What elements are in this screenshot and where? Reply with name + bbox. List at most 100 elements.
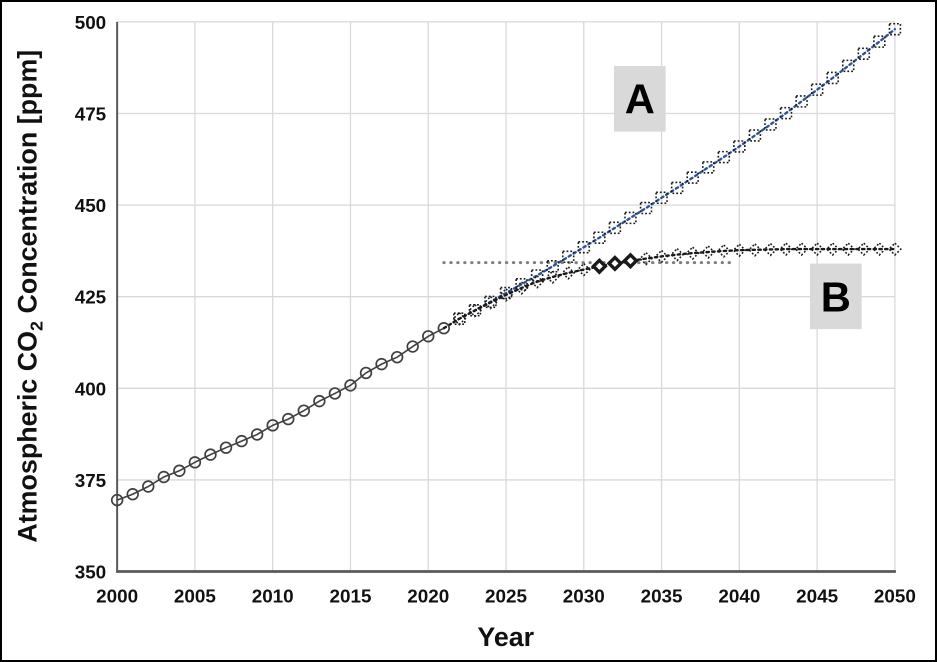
scenario-a-square-marker (888, 22, 902, 36)
scenario-b-diamond-marker (872, 242, 887, 257)
historical-circle-marker (157, 470, 171, 484)
scenario-b-diamond-marker (670, 247, 685, 262)
scenario-b-diamond-marker (685, 246, 700, 261)
scenario-a-square-marker (873, 35, 886, 48)
annotations: AB (613, 66, 862, 330)
historical-line (116, 327, 445, 501)
scenario-b-bold-diamond-marker (606, 255, 624, 272)
y-axis-title-post: Concentration [ppm] (13, 50, 43, 321)
y-tick-label: 375 (75, 471, 107, 492)
scenario-a-square-marker (655, 191, 668, 205)
historical-circle-marker (375, 357, 388, 371)
scenario-a-square-marker (779, 106, 793, 120)
scenario-a-square-marker (857, 47, 871, 61)
historical-circle-marker (173, 464, 186, 477)
historical-circle-marker (406, 340, 419, 353)
historical-circle-marker (282, 412, 295, 426)
historical-circle-marker (110, 493, 124, 507)
scenario-a-square-marker (686, 171, 699, 184)
trend-line-a (442, 28, 897, 330)
x-tick-label: 2030 (563, 586, 605, 607)
scenario-b-bold-diamond-marker (622, 252, 639, 270)
scenario-b-diamond-marker (483, 295, 498, 310)
scenario-a-square-marker (561, 250, 575, 264)
scenario-a-square-marker (624, 211, 637, 225)
scenario-a-square-marker (593, 231, 606, 244)
historical-circle-marker (437, 322, 451, 335)
annotation-label-a: A (625, 76, 655, 123)
historical-circle-marker (188, 456, 202, 469)
scenario-a-square-marker (826, 71, 839, 85)
scenario-a-square-marker (484, 295, 497, 309)
scenario-b-diamond-marker (452, 311, 467, 326)
tick-labels: 350 375 400 425 450 475 500 2000 2005 2010 2015 202… (75, 13, 916, 608)
scenario-b-diamond-marker (576, 262, 591, 277)
historical-circle-marker (219, 441, 233, 454)
scenario-a-square-marker (764, 118, 777, 131)
x-tick-label: 2025 (485, 586, 527, 607)
scenario-a-square-marker (670, 181, 684, 195)
historical-circle-marker (344, 379, 357, 392)
scenario-a-square-marker (795, 95, 808, 108)
scenario-a-square-marker (701, 161, 715, 174)
annotation-box-a (613, 66, 666, 132)
x-tick-label: 2005 (174, 586, 216, 607)
historical-circle-marker (328, 387, 342, 400)
gridlines (117, 21, 896, 572)
scenario-b-diamond-marker (545, 269, 560, 284)
x-tick-label: 2010 (252, 586, 294, 607)
scenario-b-diamond-marker (498, 287, 514, 302)
scenario-a-square-marker (639, 201, 653, 215)
scenario-a-square-marker (499, 286, 513, 300)
scenario-a-square-marker (577, 240, 591, 254)
y-axis-title: Atmospheric CO2 Concentration [ppm] (13, 50, 47, 543)
annotation-label-b: B (821, 273, 851, 320)
trend-line-b (442, 247, 897, 330)
x-axis-title: Year (477, 622, 534, 652)
historical-circle-marker (235, 434, 248, 448)
y-tick-label: 400 (75, 379, 107, 400)
scenario-b-diamond-marker (778, 242, 794, 257)
x-tick-label: 2050 (874, 586, 916, 607)
scenario-a-square-marker (733, 140, 746, 153)
y-tick-label: 425 (75, 288, 107, 309)
scenario-b-diamond-marker (810, 242, 825, 257)
y-tick-label: 475 (75, 104, 107, 125)
x-tick-label: 2040 (718, 586, 760, 607)
y-axis-title-subscript: 2 (27, 321, 47, 331)
scenario-b-diamond-marker (716, 243, 731, 258)
scenario-b-diamond-marker (856, 242, 871, 257)
historical-circle-marker (126, 488, 139, 501)
scenario-a-square-marker (841, 59, 855, 73)
trend-lines (442, 28, 897, 330)
x-tick-label: 2000 (96, 586, 138, 607)
historical-circle-marker (142, 480, 155, 493)
scenario-a-square-marker (748, 129, 762, 142)
y-tick-label: 450 (75, 196, 107, 217)
historical-circle-marker (313, 394, 326, 408)
historical-circle-marker (204, 448, 217, 461)
scenario-b-diamond-marker (638, 251, 654, 266)
y-tick-label: 350 (75, 562, 107, 583)
x-tick-label: 2045 (796, 586, 838, 607)
x-tick-label: 2020 (407, 586, 449, 607)
x-tick-label: 2035 (641, 586, 683, 607)
scenario-b-diamond-marker (530, 274, 545, 289)
historical-circle-marker (359, 366, 373, 380)
scenario-b-diamond-marker (794, 242, 809, 257)
scenario-b-diamond-marker (887, 242, 902, 257)
scenario-b-diamond-marker (654, 249, 669, 264)
scenario-b-diamond-marker (825, 242, 840, 257)
historical-circle-marker (390, 350, 404, 364)
scenario-a-square-marker (810, 83, 824, 96)
y-tick-label: 500 (75, 13, 107, 34)
scenario-a-square-marker (530, 269, 544, 282)
scenario-b-diamond-marker (732, 243, 747, 258)
scenario-a-square-marker (515, 277, 528, 291)
historical-circle-marker (297, 404, 311, 417)
annotation-box-b (809, 263, 862, 330)
scenario-b-diamond-marker (763, 242, 778, 257)
scenario-b-bold-diamond-marker (591, 258, 608, 275)
historical-circle-marker (422, 330, 435, 343)
